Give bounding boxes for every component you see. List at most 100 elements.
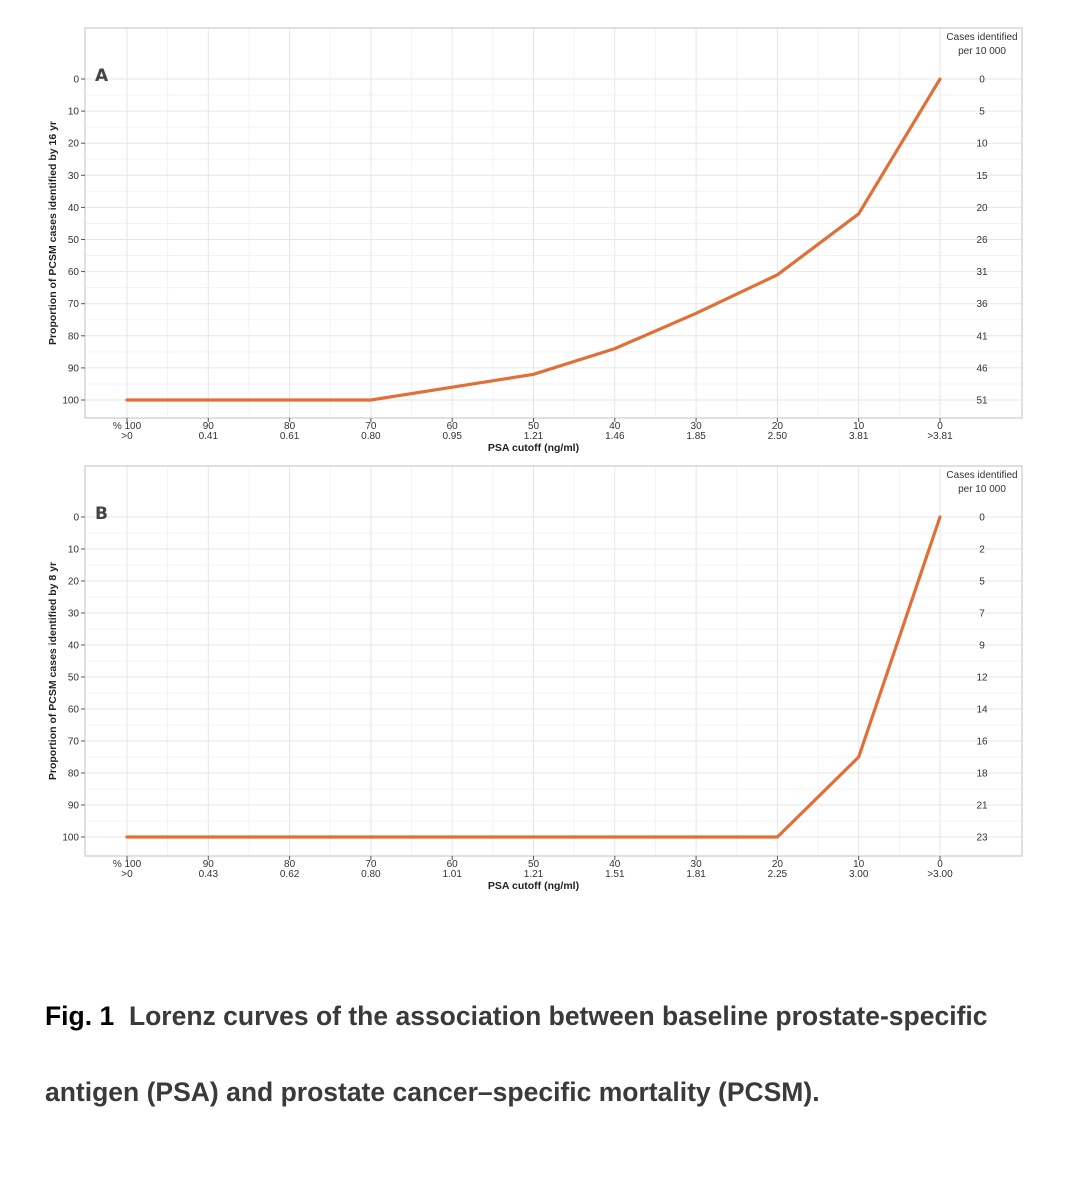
x-tick-label-pct-a: 30 — [691, 421, 703, 432]
secondary-tick-label-b: 2 — [979, 545, 985, 556]
panel-label-a: A — [95, 66, 109, 86]
x-tick-label-psa-b: 0.43 — [199, 869, 219, 880]
secondary-tick-label-a: 41 — [976, 331, 988, 342]
y-tick-label-a: 70 — [68, 299, 80, 310]
figure-caption: Fig. 1 Lorenz curves of the association … — [45, 978, 1035, 1130]
secondary-tick-label-b: 23 — [976, 833, 988, 844]
panel-label-b: B — [95, 504, 108, 524]
secondary-tick-label-b: 14 — [976, 705, 988, 716]
secondary-tick-label-a: 26 — [976, 235, 988, 246]
y-tick-label-b: 50 — [68, 673, 80, 684]
series-line-a — [125, 77, 942, 402]
secondary-tick-label-a: 31 — [976, 267, 988, 278]
secondary-tick-label-b: 21 — [976, 801, 988, 812]
x-tick-label-psa-a: >3.81 — [927, 431, 953, 442]
x-tick-label-psa-b: 0.80 — [361, 869, 381, 880]
x-tick-label-pct-a: % 100 — [113, 421, 142, 432]
secondary-tick-label-a: 51 — [976, 396, 988, 407]
x-tick-label-psa-a: 0.95 — [442, 431, 462, 442]
y-tick-label-b: 30 — [68, 609, 80, 620]
secondary-tick-label-a: 15 — [976, 171, 988, 182]
y-tick-label-b: 90 — [68, 801, 80, 812]
x-tick-label-psa-a: 1.85 — [686, 431, 706, 442]
panel-border-a — [84, 27, 1023, 419]
secondary-tick-label-a: 10 — [976, 139, 988, 150]
x-tick-label-psa-b: 1.51 — [605, 869, 625, 880]
secondary-tick-label-a: 46 — [976, 363, 988, 374]
x-tick-label-pct-a: 70 — [365, 421, 377, 432]
x-tick-label-psa-b: 2.25 — [768, 869, 788, 880]
x-tick-label-pct-a: 0 — [937, 421, 943, 432]
x-tick-label-psa-a: 3.81 — [849, 431, 869, 442]
x-tick-label-psa-b: 1.01 — [442, 869, 462, 880]
x-tick-label-pct-b: 40 — [609, 859, 621, 870]
x-tick-label-psa-b: 3.00 — [849, 869, 869, 880]
y-axis-title-a: Proportion of PCSM cases identified by 1… — [47, 121, 59, 345]
secondary-axis-title-a: Cases identified — [946, 32, 1017, 43]
secondary-tick-label-a: 36 — [976, 299, 988, 310]
secondary-tick-label-b: 12 — [976, 673, 988, 684]
x-tick-label-pct-b: 20 — [772, 859, 784, 870]
figure-label: Fig. 1 — [45, 1001, 115, 1031]
figure-panels: 0102030405060708090100051015202631364146… — [47, 27, 1023, 892]
x-tick-label-pct-b: 0 — [937, 859, 943, 870]
secondary-tick-label-b: 5 — [979, 577, 985, 588]
x-tick-label-pct-b: 50 — [528, 859, 540, 870]
y-tick-label-a: 0 — [73, 75, 79, 86]
y-tick-label-b: 0 — [73, 513, 79, 524]
x-tick-label-pct-a: 10 — [853, 421, 865, 432]
x-tick-label-psa-b: 1.81 — [686, 869, 706, 880]
x-tick-label-psa-a: 0.61 — [280, 431, 300, 442]
y-tick-label-b: 40 — [68, 641, 80, 652]
y-tick-label-a: 40 — [68, 203, 80, 214]
x-tick-label-pct-a: 80 — [284, 421, 296, 432]
x-axis-title-b: PSA cutoff (ng/ml) — [488, 880, 579, 892]
x-tick-label-pct-b: 30 — [691, 859, 703, 870]
secondary-tick-label-b: 0 — [979, 513, 985, 524]
x-axis-title-a: PSA cutoff (ng/ml) — [488, 442, 579, 454]
y-tick-label-b: 80 — [68, 769, 80, 780]
y-tick-label-b: 60 — [68, 705, 80, 716]
x-tick-label-psa-b: 1.21 — [524, 869, 544, 880]
x-tick-label-pct-b: % 100 — [113, 859, 142, 870]
x-tick-label-pct-a: 40 — [609, 421, 621, 432]
secondary-tick-label-b: 18 — [976, 769, 988, 780]
x-tick-label-psa-b: >0 — [121, 869, 133, 880]
y-tick-label-b: 20 — [68, 577, 80, 588]
x-tick-label-psa-a: >0 — [121, 431, 133, 442]
x-tick-label-pct-b: 80 — [284, 859, 296, 870]
x-tick-label-pct-b: 70 — [365, 859, 377, 870]
y-tick-label-a: 20 — [68, 139, 80, 150]
y-tick-label-a: 10 — [68, 107, 80, 118]
caption-text: Lorenz curves of the association between… — [45, 1001, 988, 1107]
x-tick-label-pct-a: 50 — [528, 421, 540, 432]
y-tick-label-a: 100 — [62, 396, 79, 407]
secondary-tick-label-a: 5 — [979, 107, 985, 118]
secondary-axis-title-a: per 10 000 — [958, 46, 1006, 57]
y-tick-label-a: 90 — [68, 363, 80, 374]
x-tick-label-psa-a: 0.80 — [361, 431, 381, 442]
y-tick-label-a: 50 — [68, 235, 80, 246]
x-tick-label-psa-b: >3.00 — [927, 869, 953, 880]
y-tick-label-a: 60 — [68, 267, 80, 278]
y-axis-title-b: Proportion of PCSM cases identified by 8… — [47, 562, 59, 780]
x-tick-label-psa-a: 0.41 — [199, 431, 219, 442]
y-tick-label-b: 10 — [68, 545, 80, 556]
x-tick-label-pct-a: 60 — [447, 421, 459, 432]
x-tick-label-pct-b: 10 — [853, 859, 865, 870]
x-tick-label-pct-a: 20 — [772, 421, 784, 432]
y-tick-label-a: 30 — [68, 171, 80, 182]
secondary-tick-label-b: 7 — [979, 609, 985, 620]
y-tick-label-a: 80 — [68, 331, 80, 342]
x-tick-label-psa-a: 1.21 — [524, 431, 544, 442]
x-tick-label-pct-b: 60 — [447, 859, 459, 870]
secondary-axis-title-b: Cases identified — [946, 470, 1017, 481]
x-tick-label-pct-a: 90 — [203, 421, 215, 432]
secondary-tick-label-b: 16 — [976, 737, 988, 748]
x-tick-label-pct-b: 90 — [203, 859, 215, 870]
series-line-b — [125, 515, 942, 839]
x-tick-label-psa-a: 2.50 — [768, 431, 788, 442]
secondary-tick-label-a: 0 — [979, 75, 985, 86]
x-tick-label-psa-b: 0.62 — [280, 869, 300, 880]
secondary-tick-label-a: 20 — [976, 203, 988, 214]
